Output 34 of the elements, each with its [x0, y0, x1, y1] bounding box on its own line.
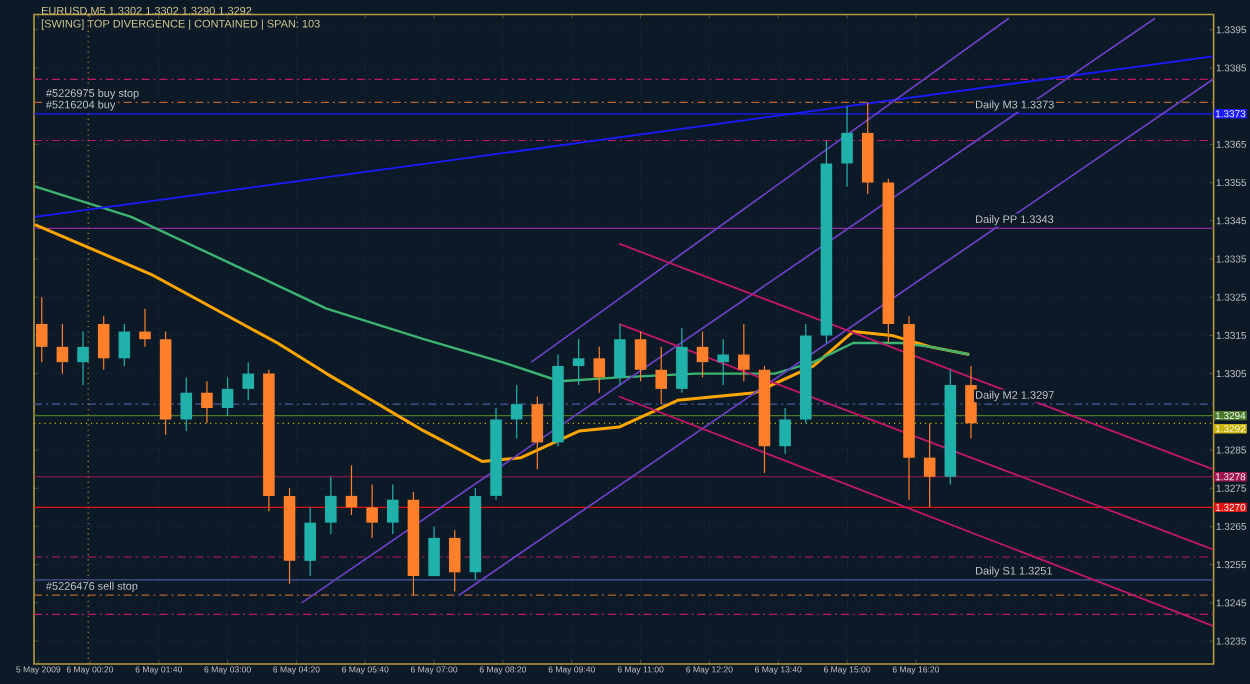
candlestick: [201, 380, 213, 424]
candlestick: [139, 308, 151, 348]
candlestick: [779, 407, 791, 455]
line-series: [33, 223, 971, 463]
candlestick: [655, 346, 667, 405]
candlestick: [676, 327, 688, 394]
candlestick: [35, 296, 48, 363]
candlestick: [634, 330, 647, 382]
candlestick: [345, 464, 358, 516]
candlestick: [965, 365, 977, 440]
candlestick: [325, 476, 337, 535]
candlestick: [531, 395, 544, 470]
candlestick: [221, 376, 234, 417]
candlestick: [242, 361, 255, 401]
candlestick: [304, 506, 316, 577]
candlestick: [180, 376, 193, 432]
candlestick: [738, 323, 750, 382]
candlestick: [717, 338, 729, 386]
candlestick: [448, 529, 461, 592]
candlestick: [923, 422, 936, 508]
candlestick: [841, 105, 853, 187]
candlestick: [510, 384, 523, 440]
line-series: [33, 185, 971, 383]
candlestick: [593, 346, 606, 394]
candlestick: [118, 323, 131, 367]
candlestick: [614, 323, 626, 386]
candlestick: [428, 525, 440, 577]
candlestick: [56, 323, 69, 375]
candlestick: [366, 483, 378, 539]
candlestick: [77, 330, 89, 386]
candlestick: [97, 315, 110, 371]
candlestick: [387, 483, 399, 535]
candlestick: [696, 330, 709, 379]
candlestick: [572, 338, 585, 386]
